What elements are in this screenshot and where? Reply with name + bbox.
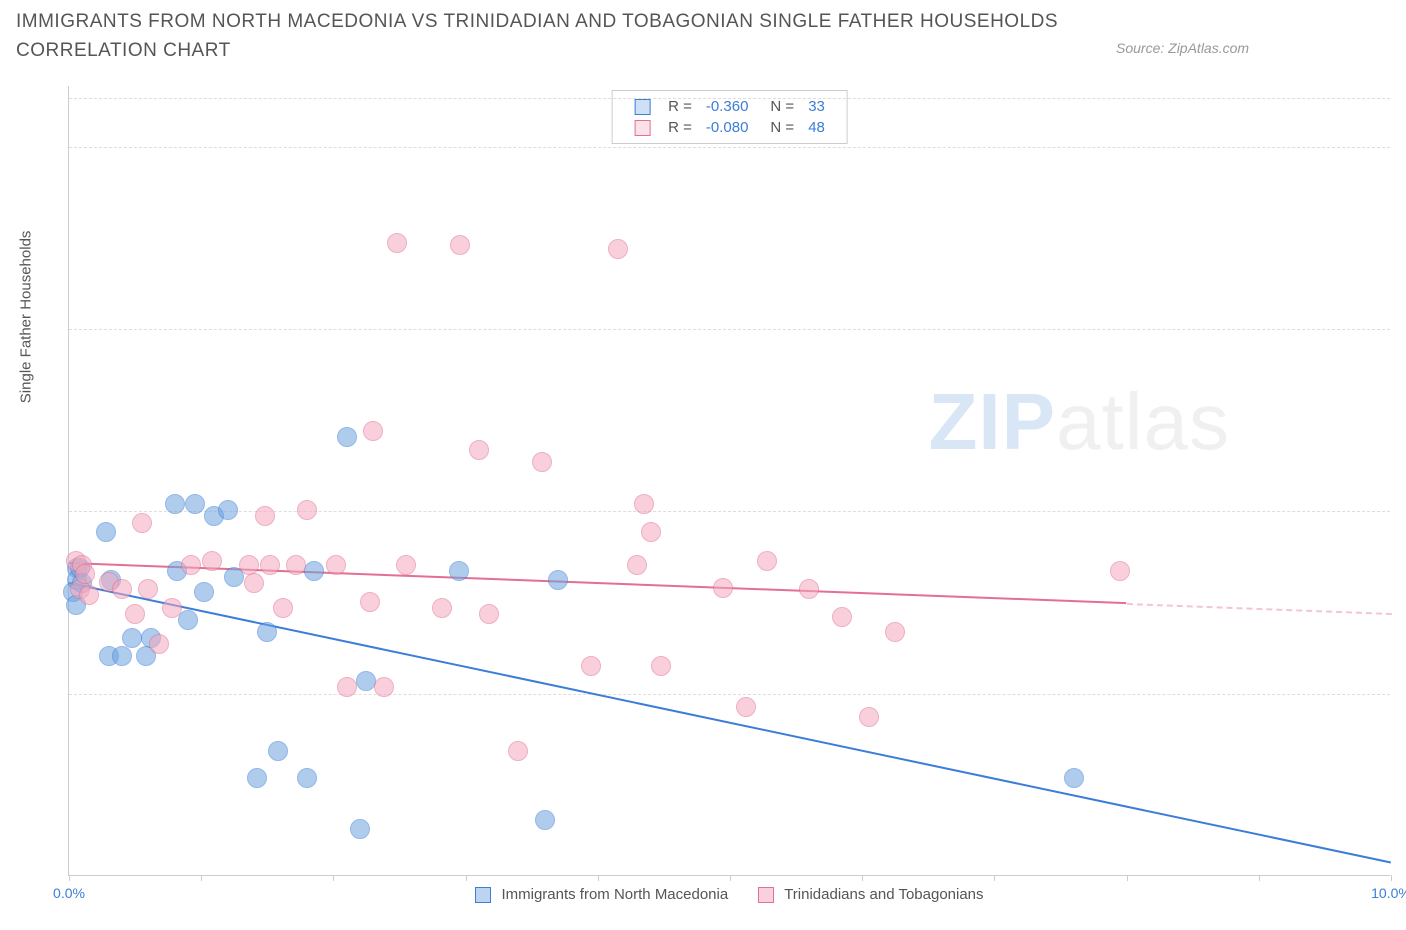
data-point — [260, 555, 280, 575]
data-point — [239, 555, 259, 575]
data-point — [713, 578, 733, 598]
data-point — [337, 677, 357, 697]
data-point — [326, 555, 346, 575]
data-point — [273, 598, 293, 618]
data-point — [548, 570, 568, 590]
data-point — [432, 598, 452, 618]
x-tick — [730, 875, 731, 881]
data-point — [297, 768, 317, 788]
data-point — [268, 741, 288, 761]
data-point — [363, 421, 383, 441]
data-point — [165, 494, 185, 514]
data-point — [374, 677, 394, 697]
data-point — [185, 494, 205, 514]
data-point — [885, 622, 905, 642]
data-point — [387, 233, 407, 253]
data-point — [1064, 768, 1084, 788]
data-point — [449, 561, 469, 581]
source-attribution: Source: ZipAtlas.com — [1116, 40, 1249, 56]
data-point — [736, 697, 756, 717]
data-point — [859, 707, 879, 727]
data-point — [181, 555, 201, 575]
data-point — [360, 592, 380, 612]
data-point — [96, 522, 116, 542]
gridline — [69, 147, 1390, 148]
data-point — [532, 452, 552, 472]
x-tick — [862, 875, 863, 881]
x-tick — [69, 875, 70, 881]
data-point — [297, 500, 317, 520]
data-point — [112, 579, 132, 599]
data-point — [535, 810, 555, 830]
data-point — [634, 494, 654, 514]
data-point — [149, 634, 169, 654]
x-tick — [1391, 875, 1392, 881]
data-point — [350, 819, 370, 839]
stats-row: R =-0.360N =33 — [628, 97, 831, 116]
x-tick — [466, 875, 467, 881]
x-tick — [994, 875, 995, 881]
series-legend: Immigrants from North Macedonia Trinidadi… — [69, 886, 1390, 903]
data-point — [112, 646, 132, 666]
x-tick — [1259, 875, 1260, 881]
trend-line-extrapolated — [1127, 603, 1391, 615]
data-point — [337, 427, 357, 447]
data-point — [479, 604, 499, 624]
data-point — [627, 555, 647, 575]
legend-item: Immigrants from North Macedonia — [475, 886, 728, 903]
x-tick — [201, 875, 202, 881]
data-point — [651, 656, 671, 676]
chart-area: Single Father Households ZIPatlas R =-0.… — [50, 86, 1390, 876]
data-point — [247, 768, 267, 788]
data-point — [244, 573, 264, 593]
data-point — [79, 585, 99, 605]
data-point — [257, 622, 277, 642]
data-point — [132, 513, 152, 533]
data-point — [75, 564, 95, 584]
x-tick-label: 0.0% — [53, 885, 85, 901]
data-point — [194, 582, 214, 602]
data-point — [508, 741, 528, 761]
gridline — [69, 694, 1390, 695]
gridline — [69, 98, 1390, 99]
data-point — [125, 604, 145, 624]
data-point — [799, 579, 819, 599]
data-point — [138, 579, 158, 599]
data-point — [581, 656, 601, 676]
x-tick — [1127, 875, 1128, 881]
plot-region: ZIPatlas R =-0.360N =33R =-0.080N =48 Im… — [68, 86, 1390, 876]
data-point — [641, 522, 661, 542]
stats-row: R =-0.080N =48 — [628, 118, 831, 137]
data-point — [218, 500, 238, 520]
data-point — [122, 628, 142, 648]
data-point — [450, 235, 470, 255]
data-point — [469, 440, 489, 460]
x-tick — [598, 875, 599, 881]
x-tick — [333, 875, 334, 881]
data-point — [832, 607, 852, 627]
legend-item: Trinidadians and Tobagonians — [758, 886, 983, 903]
data-point — [304, 561, 324, 581]
data-point — [202, 551, 222, 571]
data-point — [396, 555, 416, 575]
data-point — [255, 506, 275, 526]
watermark: ZIPatlas — [929, 376, 1230, 468]
chart-title: IMMIGRANTS FROM NORTH MACEDONIA VS TRINI… — [16, 8, 1116, 65]
data-point — [178, 610, 198, 630]
data-point — [162, 598, 182, 618]
data-point — [608, 239, 628, 259]
data-point — [1110, 561, 1130, 581]
x-tick-label: 10.0% — [1371, 885, 1406, 901]
data-point — [286, 555, 306, 575]
gridline — [69, 329, 1390, 330]
data-point — [757, 551, 777, 571]
y-axis-label: Single Father Households — [18, 231, 35, 404]
